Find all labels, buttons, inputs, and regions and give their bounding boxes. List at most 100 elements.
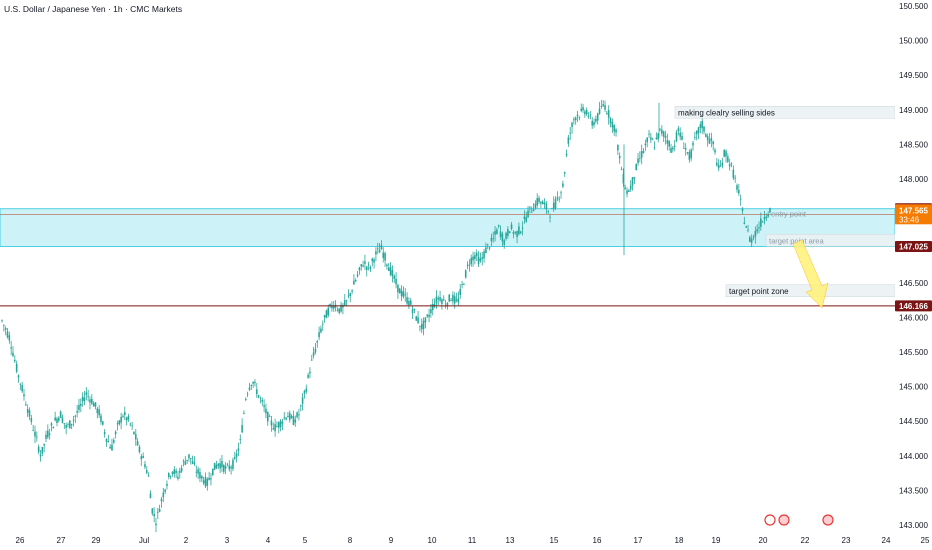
candle-body <box>69 420 71 429</box>
candle-body <box>265 408 267 414</box>
candle-body <box>167 472 170 477</box>
candle-body <box>646 137 648 143</box>
candle-body <box>386 264 388 267</box>
candle-body <box>734 177 736 179</box>
candle-body <box>1 320 3 322</box>
candle-body <box>23 394 25 397</box>
candle-body <box>219 463 221 469</box>
candle-body <box>365 266 368 271</box>
candle-body <box>255 389 258 395</box>
candle-body <box>76 411 78 413</box>
candle-body <box>644 143 647 145</box>
candle-body <box>199 472 201 479</box>
candle-body <box>631 177 634 186</box>
chart-title: U.S. Dollar / Japanese Yen · 1h · CMC Ma… <box>4 4 183 14</box>
candle-body <box>664 135 667 138</box>
time-tick-label: 20 <box>759 536 768 545</box>
candle-body <box>503 240 506 245</box>
candle-body <box>288 412 291 420</box>
candle-body <box>331 305 333 309</box>
candle-body <box>673 145 676 147</box>
candle-body <box>754 231 757 237</box>
candle-body <box>593 122 595 126</box>
candle-body <box>25 404 27 406</box>
candle-body <box>494 231 496 235</box>
candle-body <box>598 108 601 114</box>
candle-body <box>745 226 747 228</box>
candle-body <box>340 304 342 312</box>
candle-body <box>78 404 80 410</box>
candle-body <box>243 413 245 414</box>
candle-body <box>274 424 276 432</box>
candle-body <box>116 423 119 425</box>
candle-body <box>538 197 540 203</box>
candle-body <box>584 111 586 115</box>
candle-body <box>142 456 144 459</box>
candle-body <box>384 253 386 261</box>
candle-body <box>63 423 66 425</box>
candle-body <box>545 203 548 210</box>
candle-body <box>237 448 240 451</box>
candle-body <box>408 300 410 306</box>
candle-body <box>83 397 86 402</box>
candle-body <box>540 201 542 204</box>
time-tick-label: Jul <box>139 536 149 545</box>
candle-body <box>114 431 117 435</box>
candle-body <box>180 467 183 472</box>
candle-body <box>532 209 535 212</box>
candle-body <box>177 476 179 479</box>
candle-body <box>650 137 652 140</box>
candle-body <box>604 105 606 110</box>
candle-body <box>47 430 49 438</box>
candle-body <box>507 229 509 236</box>
candle-body <box>455 299 458 301</box>
candle-body <box>252 381 254 384</box>
candle-body <box>558 198 561 200</box>
candle-body <box>431 304 434 311</box>
price-axis: 150.500 150.000 149.500 149.000 148.500 148.0… <box>895 0 932 550</box>
candle-body <box>19 383 22 385</box>
candle-body <box>164 489 166 492</box>
candle-body <box>688 152 691 160</box>
candle-body <box>162 492 165 498</box>
candle-body <box>244 398 247 401</box>
target-level-tag-text: 146.166 <box>899 302 928 311</box>
price-tick-label: 150.000 <box>899 37 928 46</box>
candle-body <box>312 352 315 356</box>
candle-body <box>391 270 394 277</box>
candle-body <box>279 420 282 428</box>
candle-body <box>111 444 113 451</box>
candle-body <box>184 461 187 465</box>
candle-body <box>206 478 209 486</box>
candle-body <box>549 216 551 218</box>
candle-body <box>285 417 287 420</box>
candle-body <box>512 232 515 234</box>
candle-body <box>158 508 161 512</box>
time-tick-label: 15 <box>550 536 559 545</box>
candle-body <box>351 290 353 292</box>
candle-body <box>521 227 524 229</box>
candle-body <box>318 332 320 338</box>
candle-body <box>474 255 476 259</box>
candle-body <box>17 375 20 378</box>
candle-body <box>248 387 251 390</box>
candle-body <box>6 331 9 338</box>
candle-body <box>739 198 742 200</box>
price-tick-label: 144.500 <box>899 417 928 426</box>
candle-body <box>189 458 192 460</box>
candle-body <box>475 252 478 257</box>
price-tick-label: 143.000 <box>899 521 928 530</box>
candle-body <box>705 134 707 137</box>
candle-body <box>452 294 454 302</box>
candle-body <box>657 133 659 140</box>
candle-body <box>125 417 128 421</box>
candle-body <box>221 461 223 468</box>
candle-body <box>527 210 529 218</box>
candle-body <box>716 162 718 166</box>
candle-body <box>640 151 643 158</box>
time-tick-label: 23 <box>842 536 851 545</box>
candle-body <box>261 400 264 402</box>
candle-body <box>596 113 599 121</box>
price-tick-label: 146.500 <box>899 279 928 288</box>
